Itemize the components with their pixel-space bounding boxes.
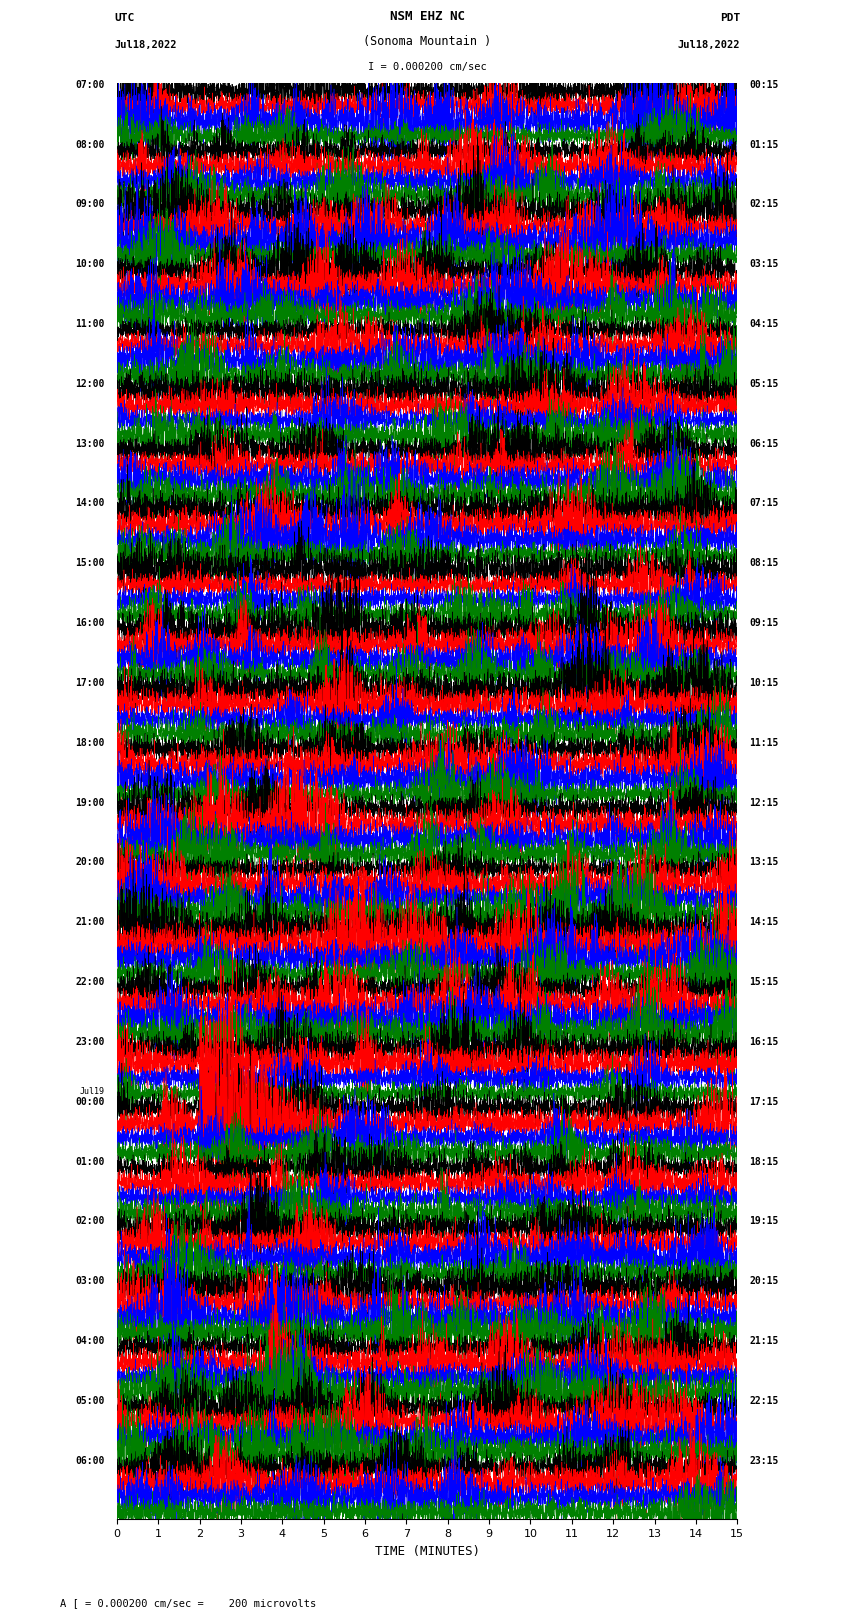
Text: 11:15: 11:15 xyxy=(750,737,779,748)
Text: 04:15: 04:15 xyxy=(750,319,779,329)
Text: 13:15: 13:15 xyxy=(750,858,779,868)
Text: 05:15: 05:15 xyxy=(750,379,779,389)
Text: 23:00: 23:00 xyxy=(76,1037,105,1047)
Text: Jul19: Jul19 xyxy=(80,1087,105,1095)
Text: (Sonoma Mountain ): (Sonoma Mountain ) xyxy=(363,34,491,48)
Text: 04:00: 04:00 xyxy=(76,1336,105,1347)
Text: 18:15: 18:15 xyxy=(750,1157,779,1166)
Text: 14:15: 14:15 xyxy=(750,918,779,927)
Text: 09:00: 09:00 xyxy=(76,200,105,210)
Text: 21:00: 21:00 xyxy=(76,918,105,927)
Text: 15:00: 15:00 xyxy=(76,558,105,568)
Text: Jul18,2022: Jul18,2022 xyxy=(677,40,740,50)
Text: 01:00: 01:00 xyxy=(76,1157,105,1166)
Text: 19:00: 19:00 xyxy=(76,798,105,808)
Text: Jul18,2022: Jul18,2022 xyxy=(114,40,177,50)
Text: 08:00: 08:00 xyxy=(76,139,105,150)
Text: 18:00: 18:00 xyxy=(76,737,105,748)
Text: 20:00: 20:00 xyxy=(76,858,105,868)
Text: 00:15: 00:15 xyxy=(750,79,779,90)
Text: 08:15: 08:15 xyxy=(750,558,779,568)
Text: 22:00: 22:00 xyxy=(76,977,105,987)
Text: UTC: UTC xyxy=(114,13,134,23)
Text: 21:15: 21:15 xyxy=(750,1336,779,1347)
Text: 17:15: 17:15 xyxy=(750,1097,779,1107)
Text: 03:15: 03:15 xyxy=(750,260,779,269)
Text: 12:00: 12:00 xyxy=(76,379,105,389)
Text: 11:00: 11:00 xyxy=(76,319,105,329)
Text: 22:15: 22:15 xyxy=(750,1395,779,1407)
Text: 06:15: 06:15 xyxy=(750,439,779,448)
Text: A [ = 0.000200 cm/sec =    200 microvolts: A [ = 0.000200 cm/sec = 200 microvolts xyxy=(60,1598,315,1608)
Text: 00:00: 00:00 xyxy=(76,1097,105,1107)
Text: 07:15: 07:15 xyxy=(750,498,779,508)
Text: PDT: PDT xyxy=(720,13,740,23)
Text: 10:15: 10:15 xyxy=(750,677,779,689)
Text: 07:00: 07:00 xyxy=(76,79,105,90)
X-axis label: TIME (MINUTES): TIME (MINUTES) xyxy=(375,1545,479,1558)
Text: I = 0.000200 cm/sec: I = 0.000200 cm/sec xyxy=(368,61,486,73)
Text: 20:15: 20:15 xyxy=(750,1276,779,1286)
Text: 19:15: 19:15 xyxy=(750,1216,779,1226)
Text: 12:15: 12:15 xyxy=(750,798,779,808)
Text: 05:00: 05:00 xyxy=(76,1395,105,1407)
Text: 02:00: 02:00 xyxy=(76,1216,105,1226)
Text: 03:00: 03:00 xyxy=(76,1276,105,1286)
Text: 17:00: 17:00 xyxy=(76,677,105,689)
Text: 13:00: 13:00 xyxy=(76,439,105,448)
Text: 10:00: 10:00 xyxy=(76,260,105,269)
Text: 01:15: 01:15 xyxy=(750,139,779,150)
Text: 23:15: 23:15 xyxy=(750,1457,779,1466)
Text: 16:00: 16:00 xyxy=(76,618,105,627)
Text: 06:00: 06:00 xyxy=(76,1457,105,1466)
Text: 16:15: 16:15 xyxy=(750,1037,779,1047)
Text: 02:15: 02:15 xyxy=(750,200,779,210)
Text: 09:15: 09:15 xyxy=(750,618,779,627)
Text: 14:00: 14:00 xyxy=(76,498,105,508)
Text: 15:15: 15:15 xyxy=(750,977,779,987)
Text: NSM EHZ NC: NSM EHZ NC xyxy=(389,10,465,23)
